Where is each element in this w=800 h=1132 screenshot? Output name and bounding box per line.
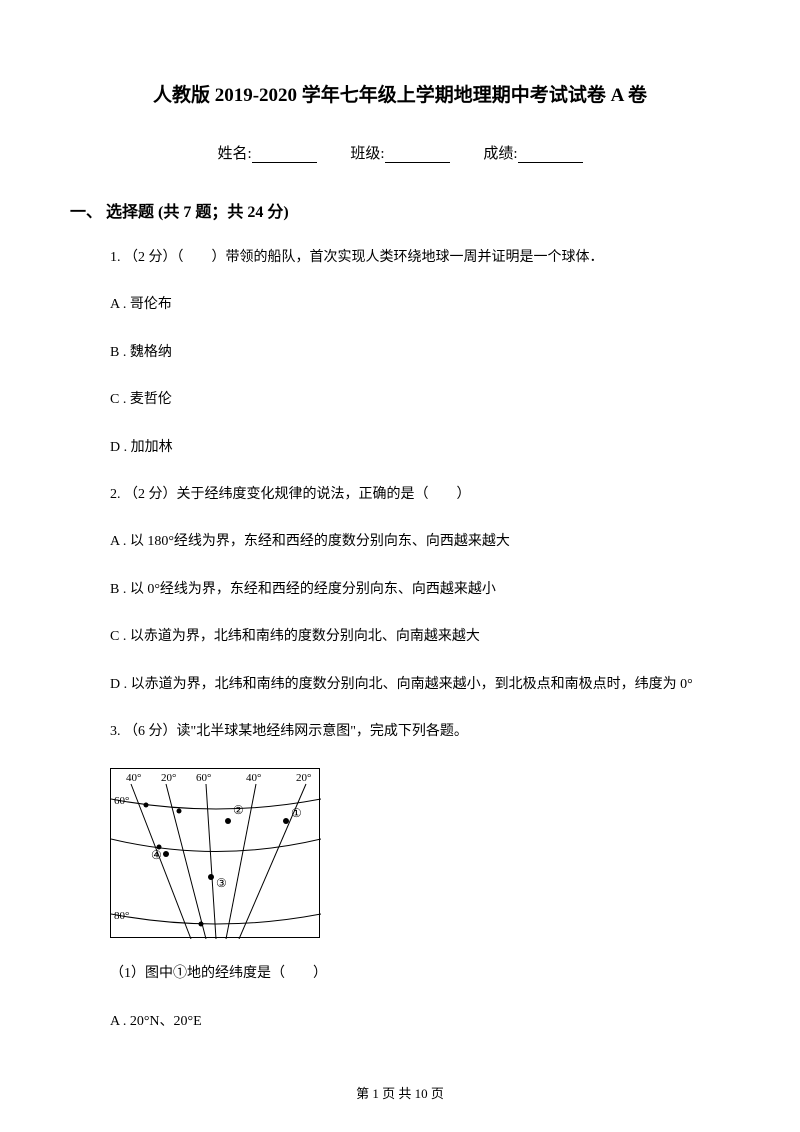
lat-line-3 xyxy=(111,914,321,924)
exam-title: 人教版 2019-2020 学年七年级上学期地理期中考试试卷 A 卷 xyxy=(70,80,730,107)
point-1-label: ① xyxy=(291,806,302,820)
q2-option-a: A . 以 180°经线为界，东经和西经的度数分别向东、向西越来越大 xyxy=(110,531,730,553)
section-header: 一、 选择题 (共 7 题；共 24 分) xyxy=(70,198,730,222)
q2-option-c: C . 以赤道为界，北纬和南纬的度数分别向北、向南越来越大 xyxy=(110,626,730,648)
top-label-5: 20° xyxy=(296,772,311,784)
q1-option-c: C . 麦哲伦 xyxy=(110,389,730,411)
question-2: 2. （2 分）关于经纬度变化规律的说法，正确的是（ ） xyxy=(110,484,730,506)
point-4-dot xyxy=(163,851,169,857)
dot-d xyxy=(199,922,204,927)
question-1: 1. （2 分）（ ）带领的船队，首次实现人类环绕地球一周并证明是一个球体． xyxy=(110,247,730,269)
top-label-2: 20° xyxy=(161,772,176,784)
point-2-dot xyxy=(225,818,231,824)
q1-option-a: A . 哥伦布 xyxy=(110,294,730,316)
dot-a xyxy=(144,803,149,808)
diagram-container: 40° 20° 60° 40° 20° 60° 80° ① ② ③ xyxy=(110,768,730,938)
name-label: 姓名: xyxy=(217,146,251,162)
lat-line-1 xyxy=(111,799,321,809)
score-blank xyxy=(518,147,583,163)
top-label-1: 40° xyxy=(126,772,141,784)
score-label: 成绩: xyxy=(483,146,517,162)
top-label-4: 40° xyxy=(246,772,261,784)
score-field: 成绩: xyxy=(483,142,582,163)
grid-svg: 40° 20° 60° 40° 20° 60° 80° ① ② ③ xyxy=(111,769,321,939)
class-label: 班级: xyxy=(350,146,384,162)
dot-c xyxy=(157,845,162,850)
q1-option-d: D . 加加林 xyxy=(110,437,730,459)
point-3-dot xyxy=(208,874,214,880)
point-3-label: ③ xyxy=(216,876,227,890)
point-4-label: ④ xyxy=(151,848,162,862)
top-label-3: 60° xyxy=(196,772,211,784)
question-3-sub1: （1）图中①地的经纬度是（ ） xyxy=(110,963,730,985)
q3-option-a: A . 20°N、20°E xyxy=(110,1011,730,1033)
class-field: 班级: xyxy=(350,142,449,163)
name-field: 姓名: xyxy=(217,142,316,163)
question-3: 3. （6 分）读"北半球某地经纬网示意图"，完成下列各题。 xyxy=(110,721,730,743)
q2-option-b: B . 以 0°经线为界，东经和西经的经度分别向东、向西越来越小 xyxy=(110,579,730,601)
lon-line-2 xyxy=(166,784,206,939)
name-blank xyxy=(252,147,317,163)
dot-b xyxy=(177,809,182,814)
latitude-longitude-diagram: 40° 20° 60° 40° 20° 60° 80° ① ② ③ xyxy=(110,768,320,938)
class-blank xyxy=(385,147,450,163)
point-1-dot xyxy=(283,818,289,824)
lat-line-2 xyxy=(111,839,321,852)
page-footer: 第 1 页 共 10 页 xyxy=(0,1083,800,1102)
q1-option-b: B . 魏格纳 xyxy=(110,342,730,364)
student-info-row: 姓名: 班级: 成绩: xyxy=(70,142,730,163)
lon-line-3 xyxy=(206,784,216,939)
q2-option-d: D . 以赤道为界，北纬和南纬的度数分别向北、向南越来越小，到北极点和南极点时，… xyxy=(110,674,730,696)
point-2-label: ② xyxy=(233,803,244,817)
